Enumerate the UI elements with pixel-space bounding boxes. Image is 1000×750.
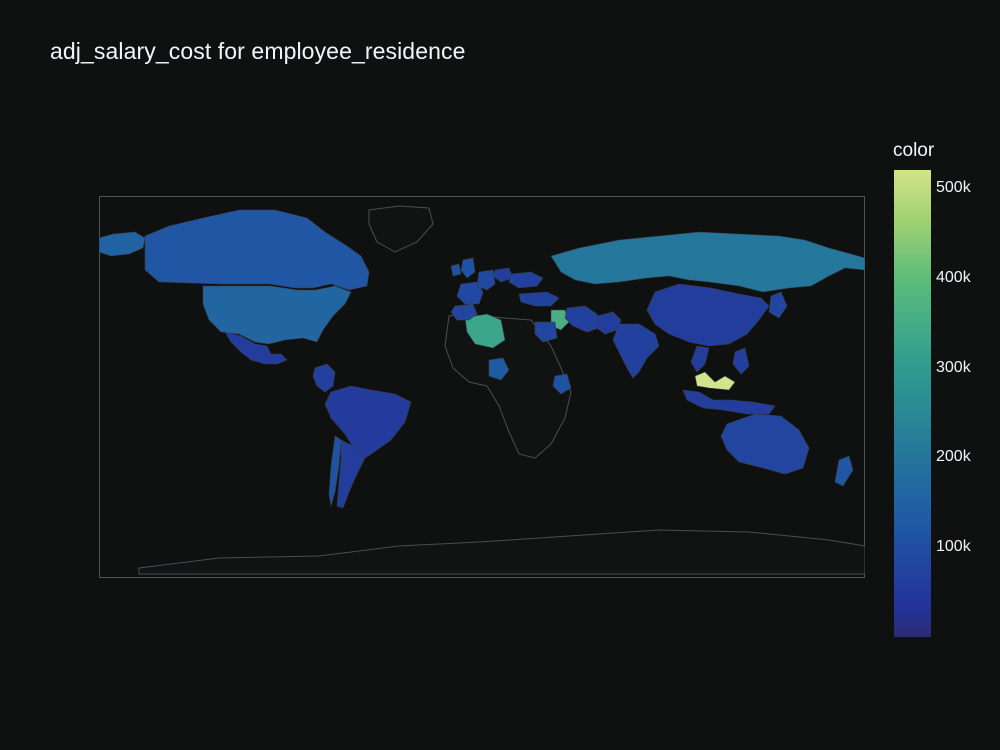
country-philippines[interactable] (732, 347, 750, 375)
country-colombia[interactable] (312, 363, 336, 393)
country-united-states[interactable] (202, 285, 352, 345)
country-japan[interactable] (768, 291, 788, 319)
colorbar-gradient (894, 170, 931, 637)
country-argentina[interactable] (336, 439, 366, 509)
country-chile[interactable] (328, 435, 342, 507)
country-vietnam[interactable] (690, 345, 710, 373)
country-new-zealand[interactable] (834, 455, 854, 487)
country-iran[interactable] (564, 305, 600, 333)
country-poland[interactable] (492, 267, 514, 283)
country-united-kingdom[interactable] (460, 257, 476, 279)
country-kenya[interactable] (552, 373, 572, 395)
country-mexico[interactable] (224, 331, 288, 365)
country-indonesia[interactable] (682, 389, 776, 415)
land-outline (138, 529, 865, 575)
colorbar-tick-label: 100k (936, 538, 971, 556)
country-china[interactable] (646, 283, 770, 347)
map-frame[interactable] (99, 196, 865, 578)
world-map[interactable] (99, 196, 865, 578)
map-frame-border (99, 196, 865, 578)
colorbar-tick-label: 200k (936, 448, 971, 466)
country-germany[interactable] (476, 269, 496, 291)
country-spain[interactable] (450, 303, 478, 321)
country-nigeria[interactable] (488, 357, 510, 381)
colorbar-tick-label: 300k (936, 358, 971, 376)
country-turkey[interactable] (518, 291, 560, 307)
country-egypt[interactable] (534, 321, 558, 343)
country-algeria[interactable] (464, 313, 506, 349)
country-alaska[interactable] (99, 231, 146, 257)
country-ireland[interactable] (450, 263, 462, 277)
country-australia[interactable] (720, 413, 810, 475)
land-outline (444, 313, 572, 459)
country-france[interactable] (456, 281, 484, 305)
country-ukraine[interactable] (508, 271, 544, 289)
colorbar-tick-label: 400k (936, 268, 971, 286)
land-outline (368, 205, 434, 253)
country-russia[interactable] (550, 231, 865, 293)
chart-title: adj_salary_cost for employee_residence (50, 38, 466, 64)
colorbar-title: color (893, 140, 935, 161)
country-malaysia[interactable] (694, 371, 736, 391)
country-canada[interactable] (144, 209, 370, 291)
country-brazil[interactable] (324, 385, 412, 459)
colorbar-tick-label: 500k (936, 178, 971, 196)
country-pakistan[interactable] (596, 311, 622, 335)
country-india[interactable] (612, 323, 660, 379)
